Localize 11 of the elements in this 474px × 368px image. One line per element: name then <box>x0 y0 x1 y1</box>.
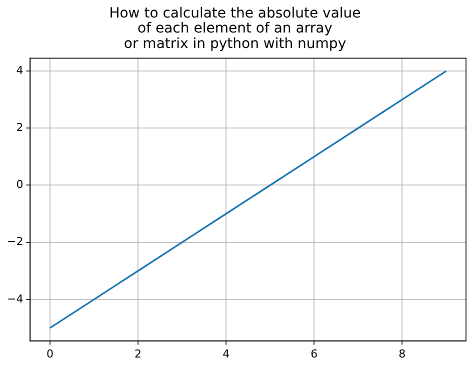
x-tick-label: 8 <box>398 347 406 360</box>
y-tick-label: −4 <box>6 292 24 306</box>
y-tick-label: 4 <box>16 64 24 77</box>
y-tick-label: −2 <box>6 235 24 248</box>
x-tick-label: 0 <box>46 347 54 360</box>
x-tick-label: 2 <box>134 347 142 360</box>
y-tick-label: 0 <box>16 178 24 192</box>
y-tick-label: 2 <box>16 120 24 134</box>
chart-title: How to calculate the absolute value of each element of an array or matrix in python with numpy <box>109 5 361 52</box>
x-tick-label: 6 <box>310 347 318 360</box>
x-tick-label: 4 <box>222 347 230 360</box>
